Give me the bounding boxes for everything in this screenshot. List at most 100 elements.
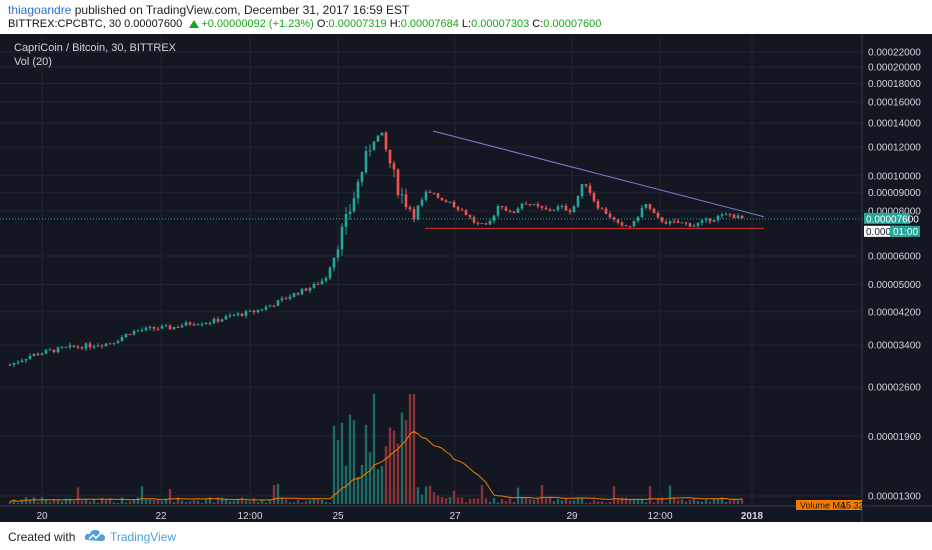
author-link[interactable]: thiagoandre: [8, 3, 72, 17]
close-value: 0.00007600: [543, 18, 602, 30]
volume-bar: [536, 498, 540, 504]
candle-body: [720, 214, 724, 216]
candle-body: [56, 347, 60, 353]
candle-body: [96, 345, 100, 347]
tradingview-brand-link[interactable]: TradingView: [110, 530, 177, 544]
candle-body: [656, 213, 660, 218]
volume-bar: [204, 498, 208, 504]
candle-body: [28, 355, 32, 360]
volume-bar: [52, 498, 56, 504]
volume-bar: [432, 492, 436, 504]
candle-body: [552, 209, 556, 211]
candle-body: [504, 207, 508, 211]
volume-indicator-label: Vol (20): [14, 56, 52, 68]
candle-body: [624, 225, 628, 227]
candle-body: [572, 206, 576, 212]
volume-bar: [76, 487, 80, 504]
candle-body: [692, 225, 696, 227]
volume-bar: [44, 499, 48, 504]
volume-bar: [228, 500, 232, 504]
volume-bar: [676, 500, 680, 504]
volume-bar: [548, 497, 552, 504]
candle-body: [188, 322, 192, 325]
volume-bar: [628, 499, 632, 504]
chart-area[interactable]: 0.00022000 0.00020000 0.00018000 0.00016000…: [0, 34, 932, 522]
candle-body: [724, 214, 728, 216]
up-arrow-icon: [189, 20, 200, 28]
volume-bar: [520, 497, 524, 504]
candle-body: [244, 311, 248, 316]
volume-bar: [212, 502, 216, 504]
volume-bar: [488, 501, 492, 504]
candle-body: [344, 213, 348, 227]
volume-bar: [632, 499, 636, 504]
candle-body: [700, 220, 704, 223]
candle-body: [560, 205, 564, 207]
candle-body: [140, 330, 144, 332]
time-tick-label: 27: [449, 511, 461, 522]
candle-body: [108, 343, 112, 345]
volume-ma-value: 15.323K: [841, 501, 875, 511]
price-tick-label: 0.00012000: [868, 143, 921, 154]
publish-text: published on TradingView.com, December 3…: [71, 3, 410, 17]
last-price-badge: [864, 212, 910, 224]
candle-body: [428, 191, 432, 193]
volume-bar: [508, 498, 512, 504]
price-axis[interactable]: [862, 34, 932, 522]
volume-bar: [368, 452, 372, 504]
low-label: L:: [461, 18, 472, 30]
volume-bar: [184, 502, 188, 504]
volume-bar: [476, 498, 480, 504]
tradingview-cloud-icon[interactable]: [84, 529, 106, 543]
volume-bar: [96, 502, 100, 504]
volume-bar: [672, 498, 676, 504]
volume-bar: [196, 500, 200, 504]
candle-body: [508, 210, 512, 212]
candle-body: [540, 206, 544, 208]
change-value: +0.00000092 (+1.23%): [201, 18, 314, 30]
volume-bar: [84, 499, 88, 504]
volume-bar: [416, 487, 420, 504]
candle-body: [292, 292, 296, 297]
volume-bar: [336, 440, 340, 504]
volume-bar: [188, 501, 192, 504]
candle-body: [296, 292, 300, 295]
volume-bar: [472, 498, 476, 504]
price-chart[interactable]: 0.00022000 0.00020000 0.00018000 0.00016000…: [0, 34, 932, 522]
candle-body: [104, 343, 108, 347]
volume-bar: [252, 498, 256, 504]
candle-body: [628, 226, 632, 228]
volume-bar: [104, 500, 108, 504]
volume-bar: [12, 499, 16, 504]
volume-bar: [428, 485, 432, 504]
candle-body: [368, 150, 372, 152]
volume-bar: [208, 497, 212, 504]
volume-bar: [584, 502, 588, 504]
volume-bar: [556, 498, 560, 504]
volume-bar: [36, 502, 40, 504]
price-tick-label: 0.00001900: [868, 432, 921, 443]
candle-body: [468, 215, 472, 218]
candle-body: [356, 181, 360, 199]
volume-bar: [168, 488, 172, 504]
trendline[interactable]: [432, 130, 765, 218]
candle-body: [576, 196, 580, 207]
candle-body: [352, 198, 356, 212]
volume-bar: [240, 497, 244, 504]
time-tick-label: 25: [332, 511, 344, 522]
candle-body: [732, 214, 736, 219]
volume-bar: [360, 464, 364, 504]
candle-body: [376, 135, 380, 142]
candle-body: [76, 346, 80, 348]
volume-bar: [304, 501, 308, 504]
volume-bar: [320, 500, 324, 504]
candle-body: [600, 208, 604, 210]
volume-bar: [588, 502, 592, 504]
open-value: 0.00007319: [328, 18, 387, 30]
volume-bar: [100, 497, 104, 504]
volume-bar: [492, 498, 496, 504]
candle-body: [328, 267, 332, 279]
volume-bar: [60, 501, 64, 504]
volume-bar: [88, 501, 92, 504]
volume-bar: [724, 502, 728, 504]
